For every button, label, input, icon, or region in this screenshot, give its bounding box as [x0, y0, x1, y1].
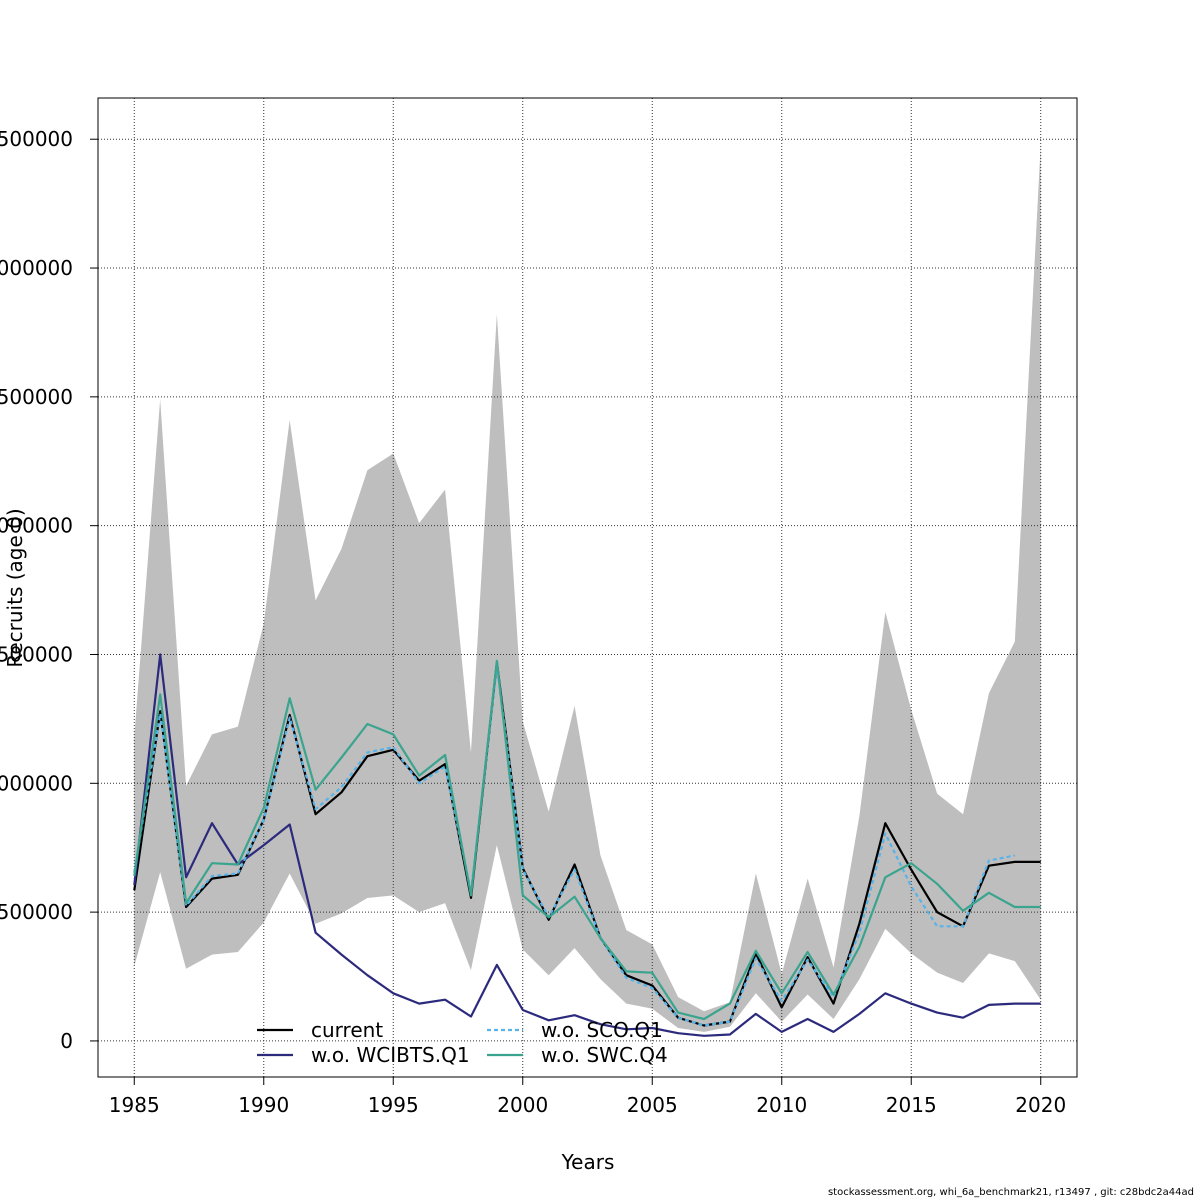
series-line-w-o-sco-q1	[133, 664, 1016, 1027]
x-axis-title: Years	[561, 1150, 615, 1174]
y-tick-label: 500000	[0, 900, 73, 924]
confidence-band-layer	[134, 144, 1041, 1032]
y-axis-title: Recruits (age 0)	[3, 508, 27, 667]
tick-layer: 1985 1990 1995 2000 2005 2010 2015 2020 0 500000 1…	[0, 127, 1066, 1117]
y-tick-label: 1000000	[0, 771, 73, 795]
footer-credit: stockassessment.org, whi_6a_benchmark21,…	[827, 1187, 1194, 1198]
x-tick-label: 2015	[886, 1093, 937, 1117]
plot-frame	[97, 97, 1078, 1078]
confidence-band	[134, 144, 1041, 1032]
x-tick-label: 1990	[238, 1093, 289, 1117]
series-line-w-o-swc-q4	[133, 659, 1041, 1021]
legend-label-w-o-swc-q4: w.o. SWC.Q4	[541, 1043, 668, 1067]
legend-label-w-o-wcibts-q1: w.o. WCIBTS.Q1	[311, 1043, 470, 1067]
series-line-w-o-wcibts-q1	[133, 653, 1041, 1037]
plot-border	[97, 97, 1078, 1078]
grid-layer	[98, 98, 1077, 1077]
y-tick-label: 3000000	[0, 256, 73, 280]
y-tick-label: 1500000	[0, 642, 73, 666]
x-tick-label: 2000	[497, 1093, 548, 1117]
legend-label-w-o-sco-q1: w.o. SCO.Q1	[541, 1018, 663, 1042]
y-tick-label: 2500000	[0, 385, 73, 409]
x-tick-label: 2020	[1015, 1093, 1066, 1117]
series-layer	[133, 653, 1041, 1037]
x-tick-label: 1995	[368, 1093, 419, 1117]
y-tick-label: 3500000	[0, 127, 73, 151]
y-tick-label: 2000000	[0, 514, 73, 538]
legend-label-current: current	[311, 1018, 383, 1042]
y-tick-label: 0	[60, 1029, 73, 1053]
x-tick-label: 2010	[756, 1093, 807, 1117]
x-tick-label: 1985	[109, 1093, 160, 1117]
x-tick-label: 2005	[627, 1093, 678, 1117]
